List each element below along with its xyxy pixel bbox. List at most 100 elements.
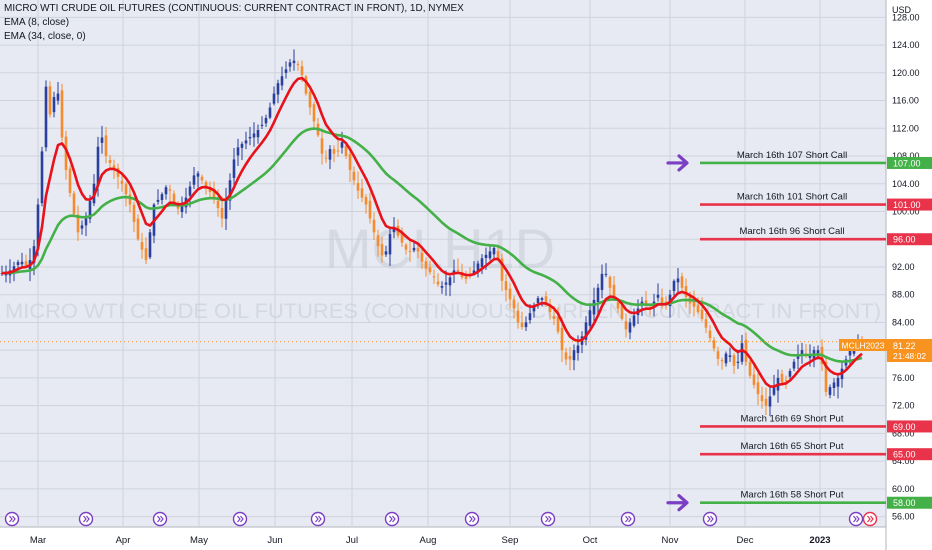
x-tick-label: 2023 xyxy=(809,535,830,546)
candle-body xyxy=(752,374,756,385)
candle-body xyxy=(756,382,760,395)
candle-body xyxy=(144,248,148,261)
candle-body xyxy=(576,345,580,353)
y-tick-label: 64.00 xyxy=(892,456,915,466)
candle-body xyxy=(828,387,832,395)
candle-body xyxy=(596,287,600,303)
candle-body xyxy=(324,157,328,159)
candle-body xyxy=(516,310,520,323)
candle-body xyxy=(296,64,300,66)
y-tick-label: 104.00 xyxy=(892,179,920,189)
candle-body xyxy=(228,180,232,201)
candle-body xyxy=(800,350,804,356)
candle-body xyxy=(604,273,608,275)
candle-body xyxy=(364,196,368,205)
candle-body xyxy=(808,354,812,358)
candle-body xyxy=(660,297,664,304)
candle-body xyxy=(540,298,544,300)
candle-body xyxy=(164,187,168,195)
event-markers[interactable] xyxy=(4,511,878,527)
arrow-right-icon xyxy=(666,494,689,512)
candle-body xyxy=(212,188,216,198)
candle-body xyxy=(512,299,516,309)
candle-body xyxy=(88,201,92,219)
candle-body xyxy=(528,313,532,321)
candle-body xyxy=(188,186,192,196)
price-axis[interactable] xyxy=(886,0,932,550)
price-tag-text: 107.00 xyxy=(893,158,921,168)
candle-body xyxy=(216,200,220,209)
candles xyxy=(0,49,864,416)
candle-body xyxy=(824,361,828,392)
arrow-right-icon xyxy=(666,154,689,172)
y-tick-label: 92.00 xyxy=(892,262,915,272)
candle-body xyxy=(464,276,468,280)
candle-body xyxy=(328,149,332,160)
y-tick-label: 56.00 xyxy=(892,512,915,522)
y-tick-label: 116.00 xyxy=(892,96,919,106)
candle-body xyxy=(480,258,484,268)
candle-body xyxy=(276,83,280,95)
candle-body xyxy=(696,305,700,313)
price-tags: 107.00 101.00 96.00 69.00 65.00 58.00 xyxy=(887,156,932,509)
candle-body xyxy=(156,199,160,202)
candle-body xyxy=(408,250,412,252)
candle-body xyxy=(568,356,572,360)
grid xyxy=(0,0,886,527)
candle-body xyxy=(788,370,792,377)
candle-body xyxy=(500,258,504,281)
x-tick-label: Apr xyxy=(116,535,131,546)
candle-body xyxy=(496,251,500,258)
time-axis[interactable] xyxy=(0,527,886,550)
candle-body xyxy=(832,382,836,389)
candle-body xyxy=(588,310,592,326)
candle-body xyxy=(400,232,404,243)
symbol-badge xyxy=(839,339,887,351)
candle-body xyxy=(292,60,296,64)
candle-body xyxy=(112,165,116,170)
candle-body xyxy=(592,299,596,315)
candle-body xyxy=(40,151,44,204)
plot-area[interactable] xyxy=(0,0,886,527)
y-tick-label: 60.00 xyxy=(892,484,915,494)
candle-body xyxy=(388,234,392,255)
candle-body xyxy=(704,319,708,328)
x-tick-label: Aug xyxy=(420,535,437,546)
ema-slow-line xyxy=(1,127,863,363)
candle-body xyxy=(336,150,340,152)
candle-body xyxy=(312,104,316,122)
y-tick-label: 128.00 xyxy=(892,12,920,22)
candle-body xyxy=(628,322,632,333)
candle-body xyxy=(32,246,36,264)
candle-body xyxy=(676,278,680,283)
candle-body xyxy=(168,189,172,191)
candle-body xyxy=(848,350,852,356)
candle-body xyxy=(244,140,248,144)
y-tick-label: 120.00 xyxy=(892,68,920,78)
candle-body xyxy=(836,377,840,387)
candle-body xyxy=(420,252,424,262)
candle-body xyxy=(672,280,676,291)
candle-body xyxy=(424,261,428,269)
candle-body xyxy=(380,244,384,256)
candle-body xyxy=(260,124,264,126)
y-tick-label: 88.00 xyxy=(892,290,915,300)
indicator-ema-slow[interactable]: EMA (34, close, 0) xyxy=(4,31,86,42)
candle-body xyxy=(560,327,564,351)
candle-body xyxy=(376,235,380,247)
candle-body xyxy=(248,136,252,139)
candle-body xyxy=(712,340,716,349)
y-tick-label: 108.00 xyxy=(892,151,920,161)
candle-body xyxy=(20,261,24,265)
candle-body xyxy=(748,361,752,376)
candle-body xyxy=(708,330,712,339)
indicator-ema-fast[interactable]: EMA (8, close) xyxy=(4,17,70,28)
y-tick-label: 76.00 xyxy=(892,373,915,383)
candle-body xyxy=(392,228,396,232)
candle-body xyxy=(680,276,684,288)
candle-body xyxy=(620,304,624,319)
candle-body xyxy=(160,194,164,200)
candle-body xyxy=(600,273,604,290)
candle-body xyxy=(432,276,436,278)
